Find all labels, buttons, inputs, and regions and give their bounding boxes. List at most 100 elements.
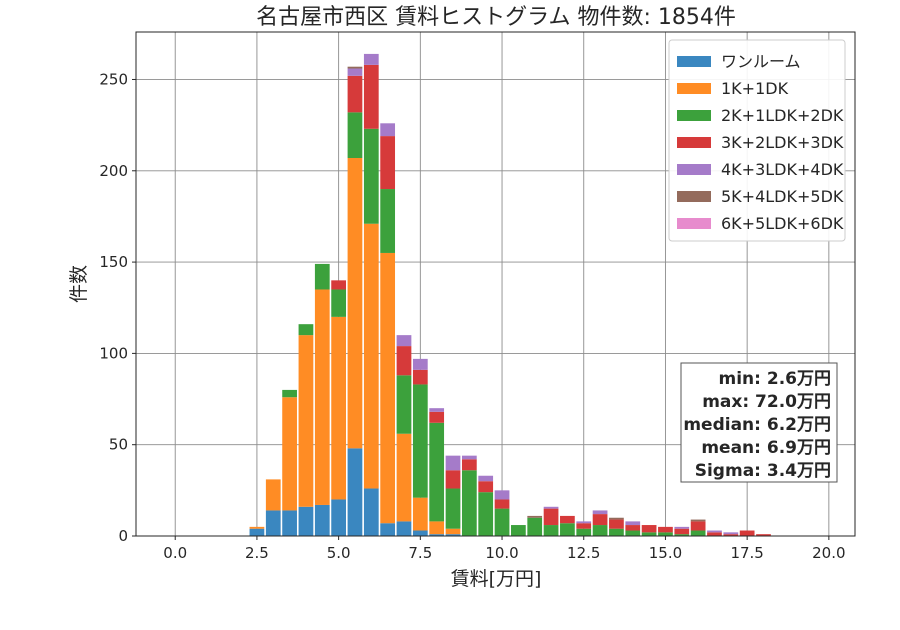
stats-box-frame bbox=[680, 362, 838, 483]
bar-segment-3 bbox=[625, 530, 641, 536]
bar-segment-2 bbox=[249, 526, 265, 529]
legend-swatch-7 bbox=[677, 218, 711, 229]
bar-segment-5 bbox=[429, 408, 445, 412]
legend-swatch-4 bbox=[677, 137, 711, 148]
bar-segment-4 bbox=[429, 411, 445, 423]
bar-segment-1 bbox=[314, 504, 330, 536]
y-tick-label: 100 bbox=[99, 344, 128, 362]
bar-segment-1 bbox=[265, 510, 281, 536]
bar-segment-3 bbox=[641, 532, 657, 536]
bar-segment-3 bbox=[461, 470, 477, 536]
bar-segment-4 bbox=[560, 515, 575, 524]
bar-segment-2 bbox=[412, 497, 428, 531]
plot-frame bbox=[135, 31, 856, 537]
bar-segment-3 bbox=[429, 422, 445, 522]
bar-segment-4 bbox=[609, 519, 624, 529]
bar-segment-3 bbox=[674, 534, 690, 536]
bar-segment-5 bbox=[445, 455, 461, 471]
bar-segment-3 bbox=[576, 528, 592, 536]
x-tick-label: 10.0 bbox=[485, 544, 518, 562]
legend-label-1: ワンルーム bbox=[721, 52, 801, 71]
bar-segment-4 bbox=[478, 481, 494, 493]
bar-segment-5 bbox=[461, 455, 477, 460]
x-tick-label: 5.0 bbox=[327, 544, 351, 562]
bar-segment-1 bbox=[429, 534, 445, 536]
bar-segment-1 bbox=[298, 506, 314, 536]
bar-segment-4 bbox=[739, 530, 755, 536]
bar-segment-4 bbox=[690, 521, 706, 531]
bar-segment-3 bbox=[282, 389, 297, 398]
bar-segment-4 bbox=[347, 75, 363, 113]
bar-segment-5 bbox=[412, 358, 428, 370]
bar-segment-2 bbox=[429, 521, 445, 535]
y-tick-label: 250 bbox=[99, 70, 128, 88]
bar-segment-4 bbox=[641, 525, 657, 533]
bar-segment-3 bbox=[363, 128, 379, 224]
bar-segment-3 bbox=[690, 530, 706, 536]
bar-segment-3 bbox=[478, 492, 494, 536]
bar-segment-3 bbox=[511, 525, 526, 536]
bar-segment-4 bbox=[723, 534, 739, 536]
bar-segment-5 bbox=[347, 68, 363, 76]
chart-title: 名古屋市西区 賃料ヒストグラム 物件数: 1854件 bbox=[256, 5, 736, 30]
bar-segment-5 bbox=[363, 53, 379, 65]
y-tick-label: 150 bbox=[99, 253, 128, 271]
bar-segment-4 bbox=[445, 470, 461, 489]
legend-label-3: 2K+1LDK+2DK bbox=[721, 106, 844, 125]
bar-segment-2 bbox=[314, 289, 330, 505]
bar-segment-1 bbox=[282, 510, 297, 536]
bar-segment-1 bbox=[412, 530, 428, 536]
bar-segment-4 bbox=[707, 532, 722, 536]
bar-segment-4 bbox=[396, 346, 412, 376]
bar-segment-2 bbox=[396, 433, 412, 522]
y-tick-label: 50 bbox=[109, 436, 128, 454]
bar-segment-1 bbox=[380, 523, 396, 536]
bar-segment-1 bbox=[445, 534, 461, 536]
bar-segment-4 bbox=[461, 459, 477, 471]
stats-box: min: 2.6万円 max: 72.0万円 median: 6.2万円 mean: … bbox=[680, 362, 838, 483]
stat-line: Sigma: 3.4万円 bbox=[695, 461, 831, 481]
bar-segment-4 bbox=[494, 499, 510, 509]
x-axis-label: 賃料[万円] bbox=[451, 568, 542, 590]
bar-segment-4 bbox=[756, 534, 771, 536]
bar-segment-3 bbox=[347, 112, 363, 158]
bars bbox=[249, 53, 771, 536]
x-tick-label: 12.5 bbox=[567, 544, 600, 562]
bar-segment-3 bbox=[445, 488, 461, 529]
bar-segment-3 bbox=[314, 263, 330, 290]
bar-segment-2 bbox=[380, 252, 396, 524]
bar-segment-1 bbox=[249, 528, 265, 536]
bar-segment-2 bbox=[445, 528, 461, 535]
stat-line: mean: 6.9万円 bbox=[701, 438, 831, 458]
bar-segment-5 bbox=[625, 521, 641, 526]
bar-segment-3 bbox=[494, 508, 510, 536]
legend-label-2: 1K+1DK bbox=[721, 79, 789, 98]
bar-segment-5 bbox=[674, 526, 690, 529]
bar-segment-3 bbox=[592, 525, 608, 536]
bar-segment-5 bbox=[380, 123, 396, 137]
bar-segment-3 bbox=[396, 375, 412, 434]
bar-segment-2 bbox=[331, 316, 346, 500]
legend-label-6: 5K+4LDK+5DK bbox=[721, 187, 844, 206]
bar-segment-3 bbox=[609, 528, 624, 536]
bar-segment-3 bbox=[543, 525, 559, 536]
bar-segment-4 bbox=[592, 514, 608, 526]
x-tick-label: 15.0 bbox=[649, 544, 682, 562]
bar-segment-5 bbox=[396, 335, 412, 347]
stat-line: median: 6.2万円 bbox=[683, 415, 831, 435]
bar-segment-3 bbox=[331, 289, 346, 317]
bar-segment-1 bbox=[347, 448, 363, 536]
x-tick-label: 2.5 bbox=[245, 544, 269, 562]
y-axis-label: 件数 bbox=[68, 265, 90, 303]
legend: ワンルーム 1K+1DK 2K+1LDK+2DK 3K+2LDK+3DK 4K+3LDK… bbox=[668, 39, 846, 242]
y-tick-label: 200 bbox=[99, 162, 128, 180]
bar-segment-3 bbox=[658, 532, 673, 536]
bar-segment-3 bbox=[412, 384, 428, 498]
bar-segment-2 bbox=[282, 397, 297, 511]
bar-segment-3 bbox=[380, 189, 396, 253]
bar-segment-6 bbox=[347, 66, 363, 69]
bar-segment-3 bbox=[527, 517, 543, 536]
legend-swatch-2 bbox=[677, 83, 711, 94]
bar-segment-4 bbox=[625, 525, 641, 531]
